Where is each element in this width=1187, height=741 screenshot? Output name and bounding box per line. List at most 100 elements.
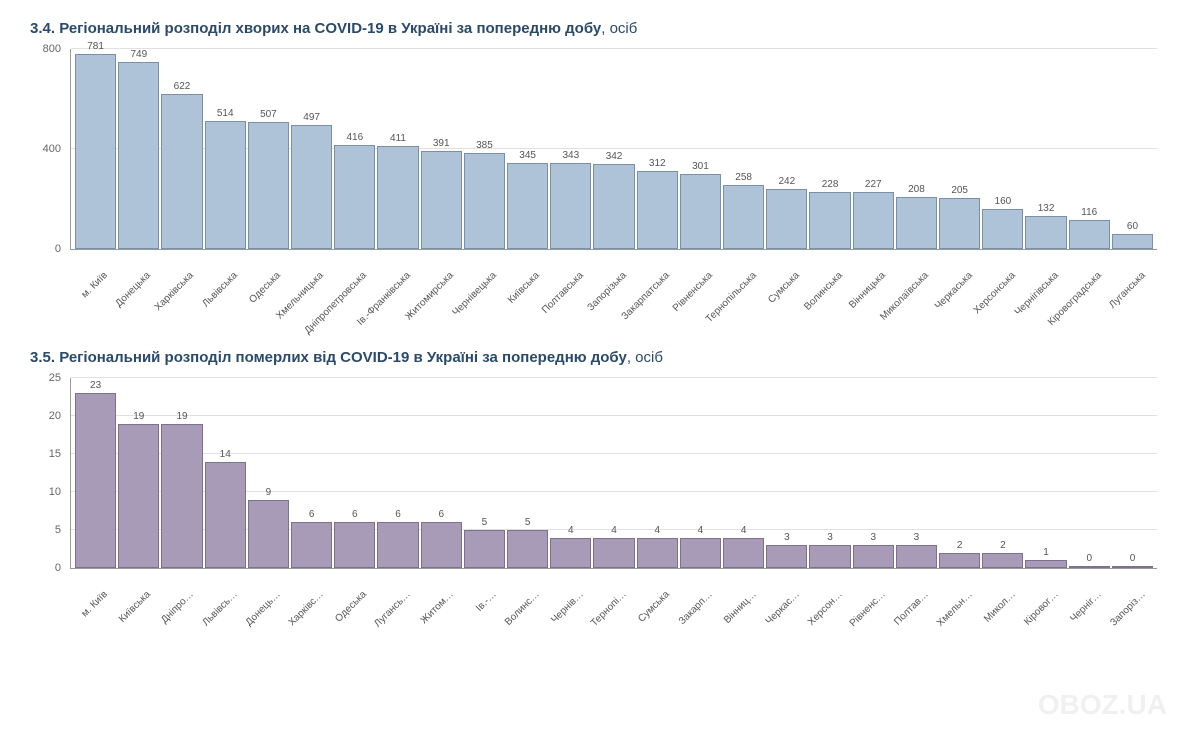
- chart2-plot: 23191914966665544444333322100: [70, 378, 1157, 569]
- bar-value-label: 4: [741, 525, 747, 536]
- bar-wrap: 160: [982, 196, 1023, 249]
- bar: [550, 538, 591, 568]
- bar-wrap: 14: [205, 449, 246, 568]
- bar: [161, 94, 202, 250]
- bar-value-label: 5: [525, 517, 531, 528]
- bar-value-label: 4: [611, 525, 617, 536]
- bar: [334, 145, 375, 249]
- bar-wrap: 342: [593, 151, 634, 250]
- bar-value-label: 3: [827, 532, 833, 543]
- bar: [248, 122, 289, 249]
- bar-value-label: 205: [951, 185, 968, 196]
- bar: [723, 185, 764, 250]
- bar-value-label: 14: [220, 449, 231, 460]
- chart2-title: 3.5. Регіональний розподіл померлих від …: [30, 349, 1157, 366]
- bar-value-label: 514: [217, 108, 234, 119]
- bar: [205, 121, 246, 250]
- watermark: OBOZ.UA: [1038, 689, 1167, 721]
- section-number: 3.5.: [30, 349, 59, 366]
- bar-wrap: 4: [593, 525, 634, 568]
- bar-wrap: 345: [507, 150, 548, 249]
- y-tick: 25: [49, 372, 61, 384]
- bar-wrap: 2: [939, 540, 980, 568]
- title-bold: Регіональний розподіл померлих від COVID…: [59, 349, 627, 366]
- chart1-plot: 7817496225145074974164113913853453433423…: [70, 49, 1157, 250]
- bar-wrap: 0: [1112, 553, 1153, 568]
- bar: [853, 545, 894, 568]
- bar-value-label: 301: [692, 161, 709, 172]
- bar-value-label: 4: [654, 525, 660, 536]
- bar-wrap: 6: [421, 509, 462, 568]
- bar-value-label: 6: [309, 509, 315, 520]
- bar: [550, 163, 591, 249]
- bar-wrap: 205: [939, 185, 980, 249]
- bar-value-label: 208: [908, 184, 925, 195]
- bar: [507, 530, 548, 568]
- bar: [982, 553, 1023, 568]
- y-axis: 0510152025: [30, 378, 65, 568]
- bar-value-label: 4: [568, 525, 574, 536]
- y-axis: 0400800: [30, 49, 65, 249]
- bar: [766, 545, 807, 568]
- bar-value-label: 622: [174, 81, 191, 92]
- bar: [766, 189, 807, 250]
- bar-value-label: 19: [176, 411, 187, 422]
- bar: [421, 151, 462, 249]
- bar-value-label: 343: [562, 150, 579, 161]
- title-bold: Регіональний розподіл хворих на COVID-19…: [59, 20, 601, 37]
- bar-value-label: 3: [870, 532, 876, 543]
- bar: [1069, 220, 1110, 249]
- bar-wrap: 228: [809, 179, 850, 249]
- bar-value-label: 345: [519, 150, 536, 161]
- bar-value-label: 160: [995, 196, 1012, 207]
- bar-value-label: 342: [606, 151, 623, 162]
- bar: [118, 424, 159, 568]
- bar: [680, 174, 721, 249]
- bar-wrap: 497: [291, 112, 332, 249]
- bar-wrap: 343: [550, 150, 591, 249]
- chart2-block: 3.5. Регіональний розподіл померлих від …: [30, 349, 1157, 633]
- bar-value-label: 4: [698, 525, 704, 536]
- bar: [1112, 234, 1153, 249]
- bar-value-label: 227: [865, 179, 882, 190]
- bar-wrap: 0: [1069, 553, 1110, 568]
- bar-wrap: 391: [421, 138, 462, 249]
- bar-wrap: 1: [1025, 547, 1066, 568]
- bar-value-label: 385: [476, 140, 493, 151]
- bar: [896, 545, 937, 568]
- bar: [464, 153, 505, 249]
- y-tick: 800: [43, 43, 61, 55]
- bar-wrap: 132: [1025, 203, 1066, 249]
- bar: [377, 146, 418, 249]
- bar-wrap: 2: [982, 540, 1023, 568]
- bar: [853, 192, 894, 249]
- chart1-area: 0400800781749622514507497416411391385345…: [30, 49, 1157, 250]
- bar-wrap: 781: [75, 41, 116, 249]
- bar-wrap: 416: [334, 132, 375, 249]
- bar-wrap: 4: [550, 525, 591, 568]
- y-tick: 10: [49, 486, 61, 498]
- bar-value-label: 5: [482, 517, 488, 528]
- bar: [161, 424, 202, 568]
- bar-wrap: 411: [377, 133, 418, 249]
- bar-value-label: 391: [433, 138, 450, 149]
- bar-value-label: 116: [1081, 207, 1097, 218]
- bar: [1025, 216, 1066, 249]
- bar-wrap: 622: [161, 81, 202, 250]
- bar-wrap: 6: [291, 509, 332, 568]
- bar: [637, 171, 678, 249]
- bar: [507, 163, 548, 249]
- y-tick: 15: [49, 448, 61, 460]
- chart1-block: 3.4. Регіональний розподіл хворих на COV…: [30, 20, 1157, 314]
- bar-wrap: 60: [1112, 221, 1153, 249]
- bar: [464, 530, 505, 568]
- y-tick: 20: [49, 410, 61, 422]
- x-axis-labels: м. КиївДонецькаХарківськаЛьвівськаОдеськ…: [70, 254, 1157, 314]
- title-light: , осіб: [601, 20, 637, 37]
- bar-wrap: 5: [464, 517, 505, 568]
- bar-value-label: 6: [438, 509, 444, 520]
- bar-wrap: 514: [205, 108, 246, 250]
- bar-value-label: 507: [260, 109, 277, 120]
- bar-wrap: 3: [853, 532, 894, 568]
- title-light: , осіб: [627, 349, 663, 366]
